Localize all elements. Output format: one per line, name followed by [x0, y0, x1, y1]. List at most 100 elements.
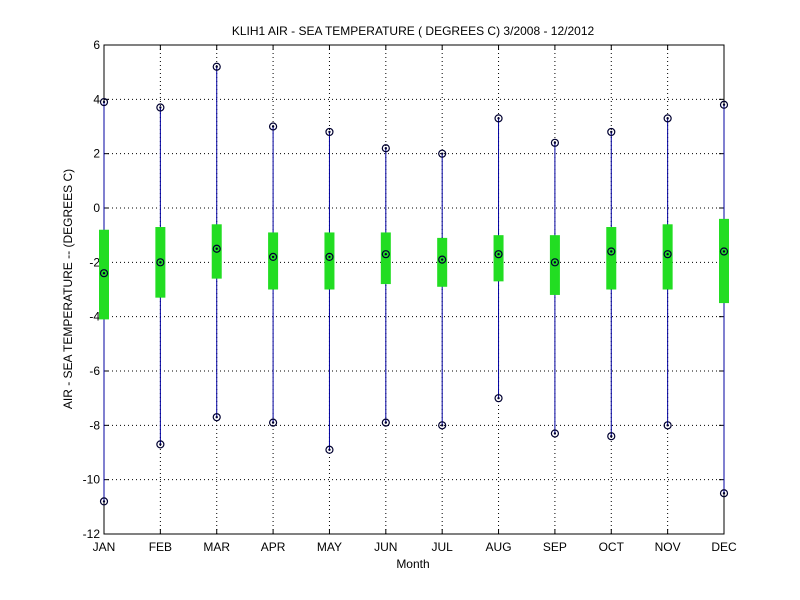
median-marker-dot — [440, 258, 444, 261]
min-marker-dot — [159, 443, 162, 446]
median-marker — [607, 247, 616, 256]
interquartile-box — [662, 224, 673, 290]
median-marker — [663, 250, 672, 259]
x-tick-label: NOV — [655, 540, 681, 554]
min-marker — [550, 429, 560, 438]
interquartile-box — [719, 218, 729, 304]
min-marker-dot — [384, 421, 388, 424]
min-marker-dot — [553, 432, 557, 435]
max-marker — [607, 127, 616, 137]
max-marker — [663, 114, 672, 123]
plot-area-frame — [103, 44, 725, 535]
y-tick-label: 6 — [93, 38, 100, 52]
min-marker-dot — [666, 424, 669, 427]
x-tick-label: MAR — [203, 540, 230, 554]
x-tick-label: SEP — [543, 540, 567, 554]
x-tick-label: JAN — [93, 540, 116, 554]
x-tick-label: JUN — [374, 540, 397, 554]
min-marker-dot — [440, 424, 444, 427]
x-axis-ticks: JAN FEB MAR APR MAY JUN JUL AUG SEP OCT NOV DEC — [93, 45, 737, 554]
x-tick-label: OCT — [599, 540, 625, 554]
x-tick-label: FEB — [149, 540, 172, 554]
median-marker — [438, 255, 447, 264]
interquartile-box — [99, 229, 109, 320]
min-marker-dot — [497, 396, 500, 400]
box-apr — [268, 122, 279, 427]
median-marker — [494, 250, 503, 259]
box-feb — [155, 103, 166, 449]
max-marker-dot — [215, 65, 218, 68]
median-marker-dot — [102, 272, 106, 275]
min-marker — [719, 489, 729, 498]
y-tick-label: -12 — [83, 527, 101, 541]
median-marker-dot — [159, 261, 162, 264]
median-marker-dot — [384, 252, 388, 256]
box-jan — [99, 97, 109, 506]
min-marker-dot — [328, 448, 331, 451]
y-axis-ticks: -12 -10 -8 -6 -4 -2 0 2 4 6 — [83, 38, 724, 541]
box-sep — [549, 138, 560, 438]
max-marker-dot — [271, 125, 275, 128]
median-marker-dot — [666, 252, 669, 256]
y-tick-label: 2 — [93, 147, 100, 161]
box-nov — [662, 114, 673, 430]
median-marker-dot — [553, 261, 557, 264]
x-tick-label: JUL — [432, 540, 454, 554]
min-marker — [212, 413, 221, 422]
max-marker-dot — [666, 117, 669, 120]
y-tick-label: 4 — [93, 92, 100, 106]
x-tick-label: AUG — [486, 540, 512, 554]
median-marker — [381, 250, 390, 259]
interquartile-box — [549, 235, 560, 295]
median-marker — [268, 252, 278, 261]
median-marker — [99, 269, 109, 278]
interquartile-box — [437, 237, 448, 287]
min-marker — [438, 421, 447, 430]
median-marker — [550, 258, 560, 267]
max-marker-dot — [722, 103, 726, 106]
y-tick-label: -2 — [89, 255, 100, 269]
max-marker-dot — [384, 147, 388, 150]
interquartile-box — [211, 224, 222, 279]
grid-lines — [104, 45, 724, 534]
x-tick-label: APR — [261, 540, 286, 554]
y-tick-label: -8 — [89, 418, 100, 432]
y-tick-label: -6 — [89, 364, 100, 378]
min-marker — [99, 497, 109, 506]
y-axis-label: AIR - SEA TEMPERATURE -- (DEGREES C) — [61, 169, 75, 409]
min-marker-dot — [722, 492, 726, 495]
interquartile-box — [606, 227, 617, 290]
min-marker — [156, 440, 165, 449]
min-marker — [325, 445, 334, 454]
chart-title: KLIH1 AIR - SEA TEMPERATURE ( DEGREES C)… — [232, 24, 595, 38]
max-marker-dot — [328, 130, 331, 134]
x-axis-label: Month — [396, 557, 429, 571]
min-marker-dot — [215, 415, 218, 419]
box-may — [324, 127, 335, 454]
min-marker-dot — [102, 500, 106, 503]
x-tick-label: MAY — [317, 540, 342, 554]
box-oct — [606, 127, 617, 441]
max-marker-dot — [497, 117, 500, 120]
min-marker — [381, 418, 390, 427]
max-marker-dot — [440, 152, 444, 155]
min-marker-dot — [271, 421, 275, 424]
y-tick-label: -10 — [83, 473, 101, 487]
max-marker — [494, 114, 503, 123]
max-marker — [156, 103, 165, 112]
y-tick-label: -4 — [89, 310, 100, 324]
max-marker — [325, 127, 334, 137]
box-series — [99, 62, 729, 506]
min-marker — [663, 421, 672, 430]
min-marker — [607, 432, 616, 441]
max-marker-dot — [102, 100, 106, 104]
max-marker — [438, 149, 447, 158]
median-marker-dot — [497, 252, 500, 256]
median-marker — [212, 244, 221, 253]
median-marker-dot — [328, 255, 331, 259]
box-dec — [719, 100, 729, 498]
max-marker — [268, 122, 278, 131]
box-aug — [493, 114, 504, 403]
max-marker — [719, 100, 729, 109]
